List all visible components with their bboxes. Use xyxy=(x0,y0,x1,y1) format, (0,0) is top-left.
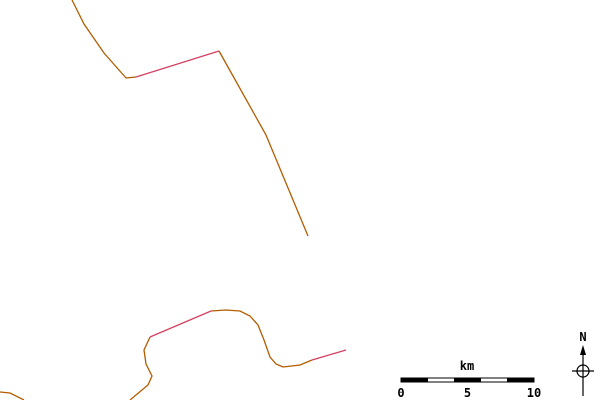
scale-bar-segment xyxy=(507,378,534,382)
scale-tick-label: 0 xyxy=(397,386,404,400)
north-label: N xyxy=(579,330,586,344)
boundaries xyxy=(0,0,347,400)
boundary-line xyxy=(210,309,313,368)
boundary-line xyxy=(311,349,347,361)
boundary-line xyxy=(129,336,153,400)
boundary-line xyxy=(218,50,309,237)
north-arrow: N xyxy=(572,330,594,396)
scale-bar-segment xyxy=(401,378,428,382)
north-arrow-head xyxy=(580,345,586,355)
boundary-line xyxy=(135,50,220,78)
boundary-line xyxy=(0,391,25,400)
scale-tick-label: 5 xyxy=(464,386,471,400)
scale-unit: km xyxy=(460,359,474,373)
scale-bar: km xyxy=(400,359,535,383)
scale-tick-label: 10 xyxy=(527,386,541,400)
boundary-line xyxy=(71,0,137,79)
scale-bar-segment xyxy=(454,378,481,382)
boundary-line xyxy=(149,310,212,338)
